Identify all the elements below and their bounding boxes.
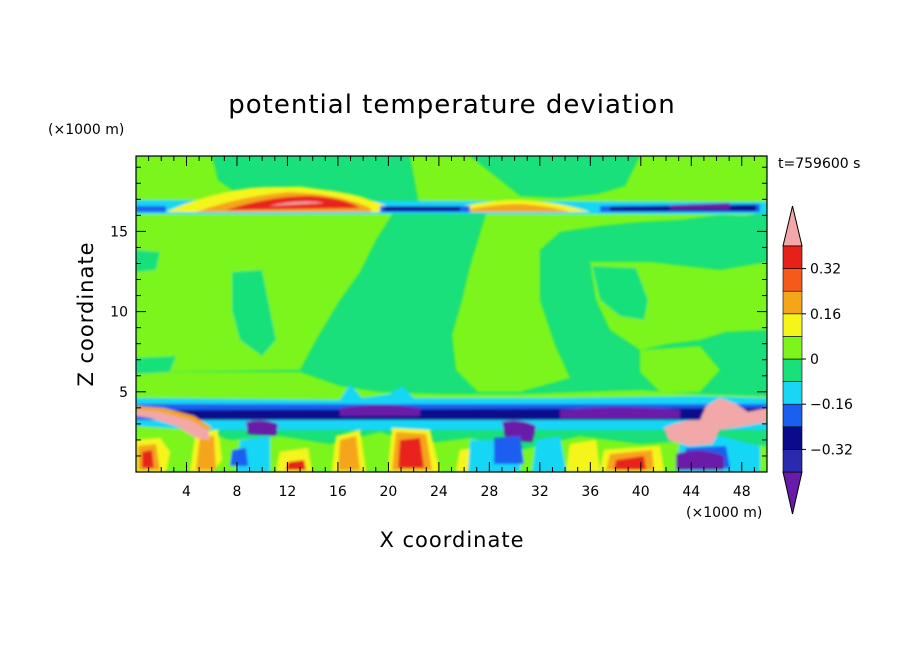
colorbar-swatch: [782, 245, 803, 269]
bl-purple-1: [676, 450, 724, 470]
y-tick-label: 5: [119, 385, 128, 401]
x-tick-label: 16: [329, 484, 347, 500]
bl-orange-1: [138, 432, 654, 470]
inversion-purple-2: [560, 407, 680, 418]
y-unit-label: (×1000 m): [48, 122, 124, 138]
colorbar-swatch: [782, 290, 803, 315]
x-axis-ticks: 4 8 12 16 20 24 28 32 36 40 44 48: [148, 156, 755, 500]
tropopause-pink: [268, 201, 325, 206]
colorbar: 0.32 0.16 0 −0.16 −0.32: [782, 205, 853, 515]
x-tick-label: 32: [531, 484, 549, 500]
colorbar-swatch: [782, 336, 803, 360]
x-tick-label: 8: [232, 484, 241, 500]
colorbar-swatch: [782, 268, 803, 292]
colorbar-swatch: [782, 381, 803, 405]
colorbar-swatch: [782, 426, 803, 450]
colorbar-swatch: [782, 313, 803, 337]
colorbar-tick-label: −0.16: [810, 397, 853, 413]
x-tick-label: 4: [182, 484, 191, 500]
x-tick-label: 48: [733, 484, 751, 500]
colorbar-swatch: [782, 403, 803, 428]
y-axis-ticks: 5 10 15: [110, 166, 767, 457]
time-label: t=759600 s: [778, 156, 860, 172]
colorbar-tick-label: −0.32: [810, 442, 853, 458]
x-unit-label: (×1000 m): [686, 505, 762, 521]
anomaly-pink-left: [136, 408, 210, 440]
region-light-4: [640, 346, 720, 392]
x-tick-label: 36: [581, 484, 599, 500]
region-green-1: [232, 270, 276, 356]
colorbar-tick-label: 0.32: [810, 262, 841, 278]
colorbar-tick-label: 0.16: [810, 307, 841, 323]
region-green-2: [592, 266, 648, 320]
contour-field: [136, 156, 767, 472]
x-axis-title: X coordinate: [379, 528, 524, 552]
x-tick-label: 24: [430, 484, 448, 500]
y-tick-label: 15: [110, 224, 128, 240]
chart-title: potential temperature deviation: [228, 90, 675, 120]
inversion-purple-4: [502, 420, 536, 442]
x-tick-label: 28: [480, 484, 498, 500]
colorbar-swatch: [782, 449, 803, 473]
inversion-purple-3: [246, 420, 278, 436]
colorbar-tick-label: 0: [810, 352, 819, 368]
y-tick-label: 10: [110, 305, 128, 321]
region-green-4: [136, 356, 176, 374]
colorbar-swatch: [782, 358, 803, 382]
region-light-2: [410, 156, 767, 392]
x-tick-label: 44: [682, 484, 700, 500]
x-tick-label: 40: [632, 484, 650, 500]
region-light-5: [136, 372, 767, 404]
colorbar-extend-high: [782, 205, 803, 247]
anomaly-orange-left-edge: [136, 406, 212, 430]
x-tick-label: 12: [279, 484, 297, 500]
region-green-3: [136, 250, 160, 272]
inversion-purple-1: [340, 405, 420, 416]
tropopause-navy: [384, 205, 756, 211]
tropopause-purple: [670, 203, 730, 209]
y-axis-title: Z coordinate: [74, 241, 98, 386]
colorbar-extend-low: [782, 471, 803, 515]
x-tick-label: 20: [379, 484, 397, 500]
anomaly-pink-right: [664, 398, 767, 446]
